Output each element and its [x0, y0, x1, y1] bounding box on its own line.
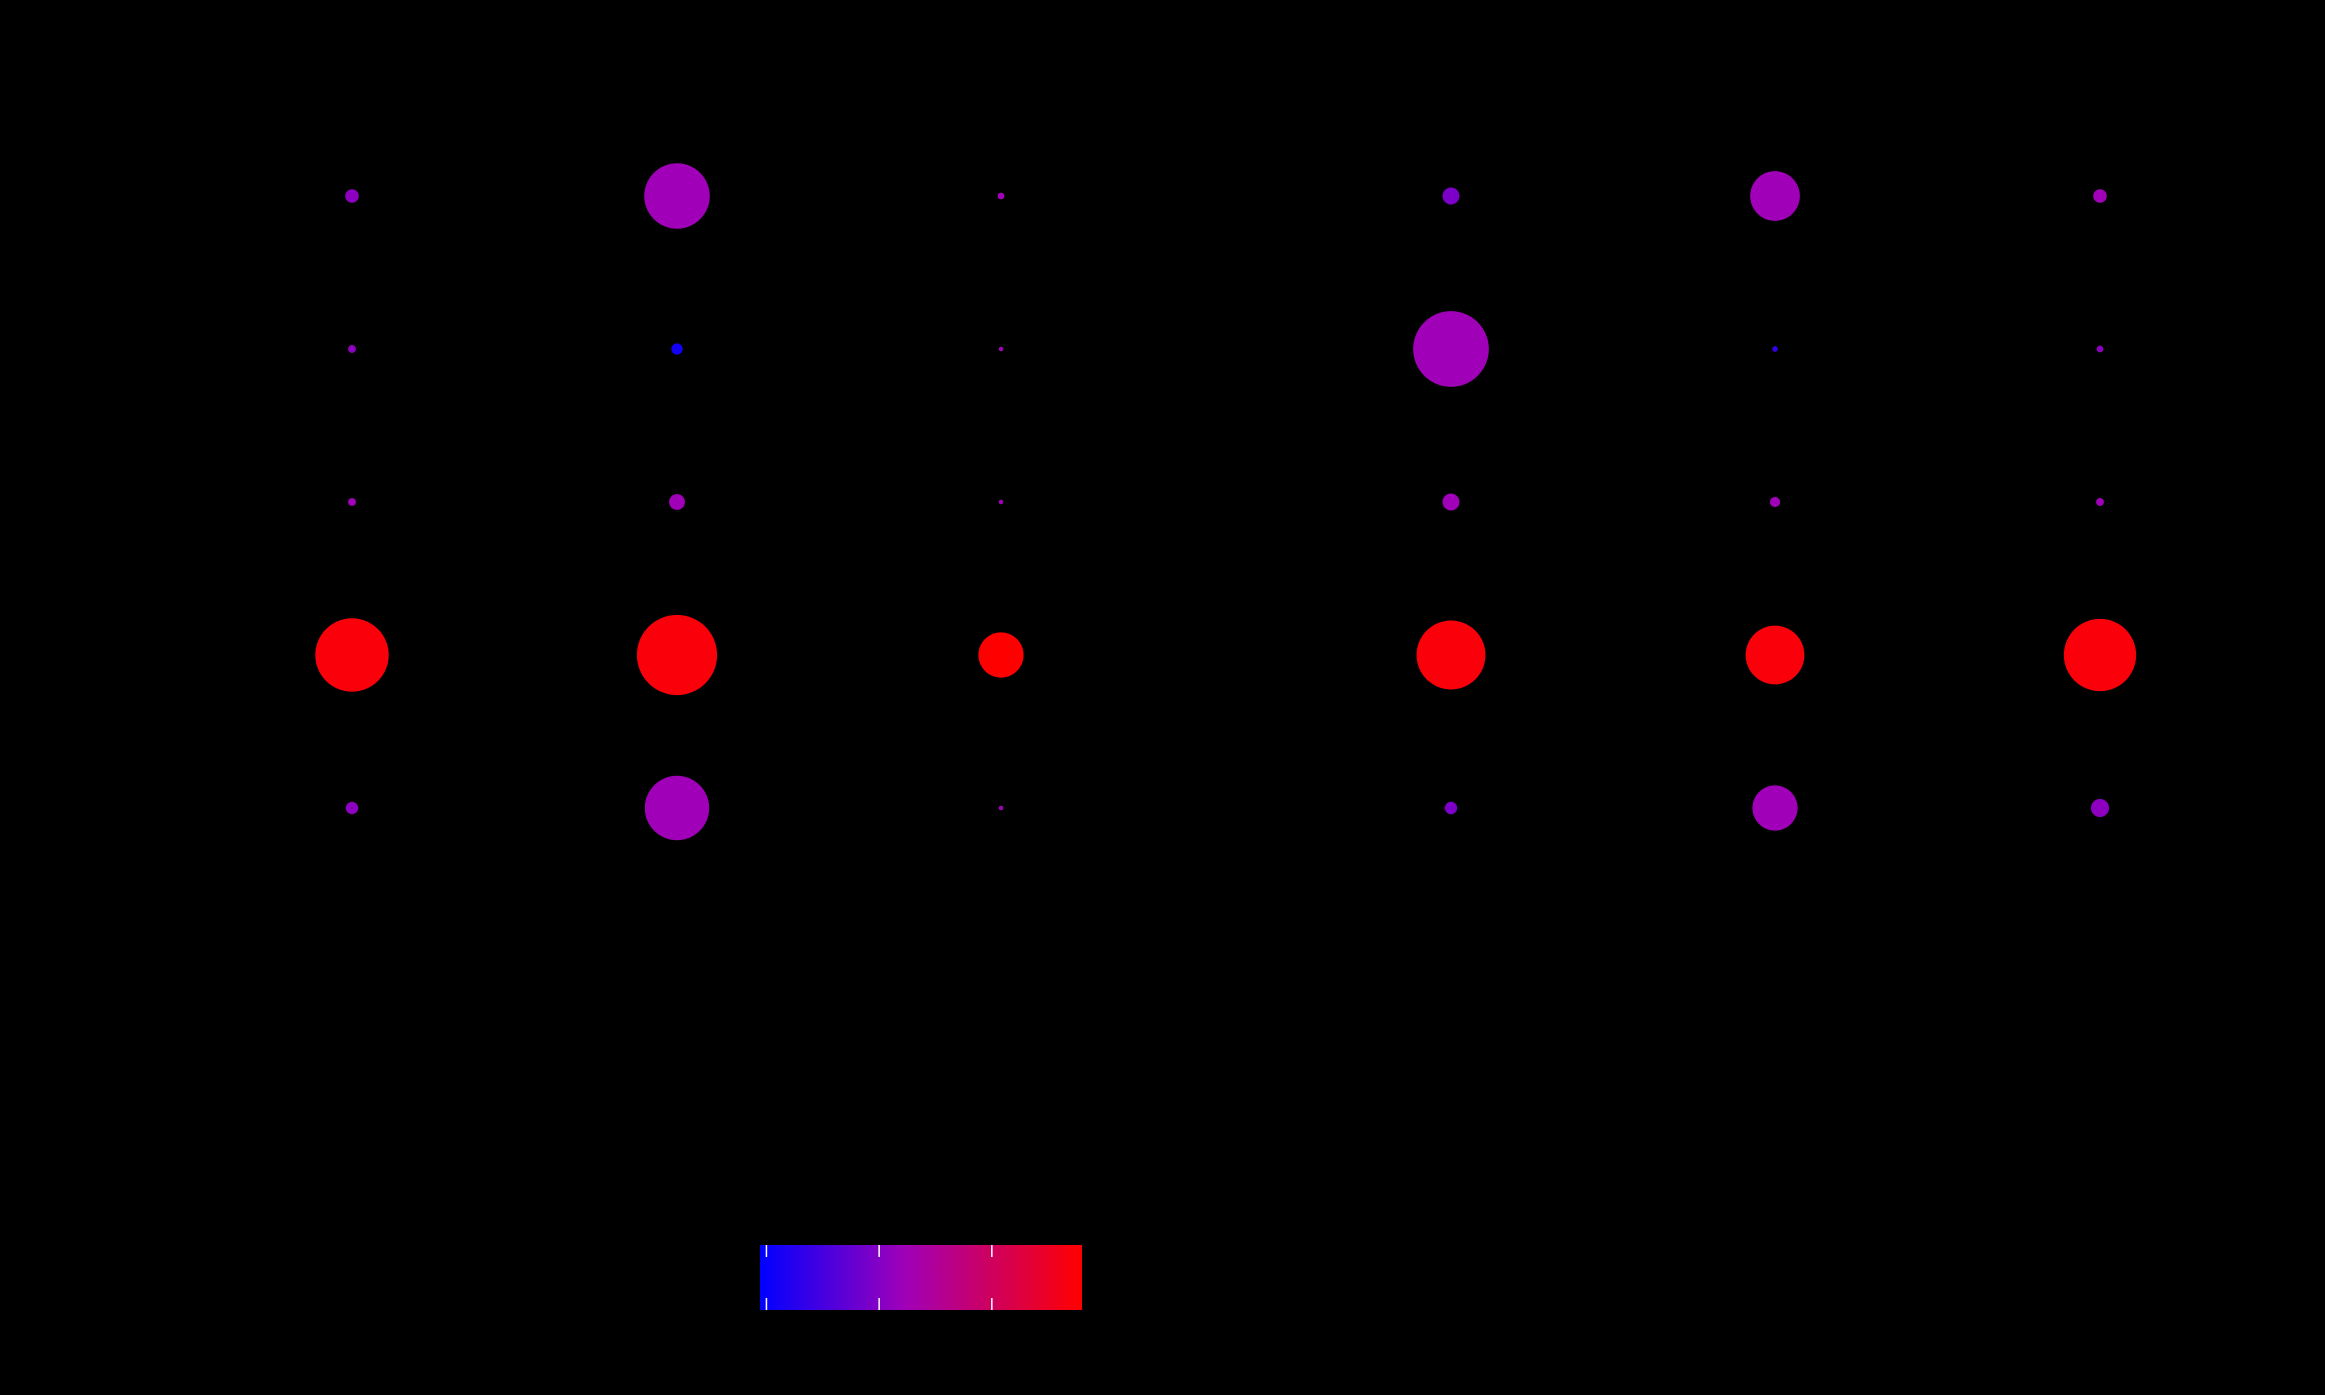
dot-point: [1750, 171, 1800, 221]
dot-point: [2096, 345, 2104, 353]
dot-point: [2063, 618, 2137, 692]
panel-2: [1413, 171, 2137, 831]
dot-point: [997, 192, 1005, 200]
colorbar-ticks: [765, 1245, 993, 1310]
dot-point: [998, 805, 1004, 811]
dot-point: [1772, 346, 1778, 352]
dot-point: [1413, 311, 1489, 387]
dot-point: [345, 189, 359, 203]
dot-point: [998, 499, 1004, 505]
dot-point: [2096, 498, 2104, 506]
dot-point: [669, 494, 685, 510]
dot-point: [2093, 189, 2107, 203]
dot-point: [644, 163, 710, 229]
dot-point: [1752, 785, 1798, 831]
dot-point: [1769, 496, 1781, 508]
dot-point: [1442, 493, 1460, 511]
colorbar: [760, 1245, 1082, 1310]
dot-point: [644, 775, 710, 841]
dot-point: [315, 618, 389, 692]
dot-point: [348, 345, 356, 353]
dot-point: [348, 498, 356, 506]
dot-point: [978, 632, 1024, 678]
dot-point: [636, 614, 718, 696]
dot-point: [1745, 625, 1805, 685]
panel-1: [315, 163, 1024, 841]
dot-point: [1444, 801, 1458, 815]
dot-point: [1416, 620, 1486, 690]
dots-layer: [315, 163, 2137, 841]
dot-point: [671, 343, 683, 355]
colorbar-gradient: [760, 1245, 1082, 1310]
dot-point: [2090, 798, 2110, 818]
dot-point: [345, 801, 359, 815]
dot-point: [998, 346, 1004, 352]
dot-point: [1442, 187, 1460, 205]
